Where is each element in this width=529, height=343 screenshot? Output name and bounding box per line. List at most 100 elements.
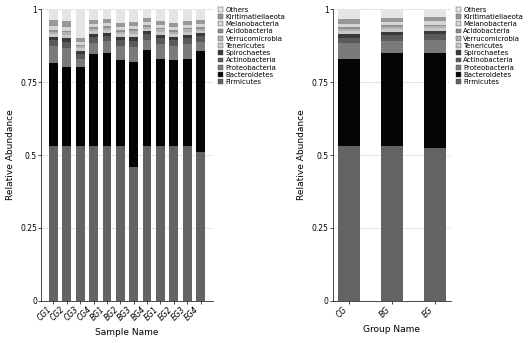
Bar <box>156 38 165 44</box>
Bar <box>169 23 178 27</box>
Legend: Others, Kiritimatiellaeota, Melanobacteria, Acidobacteria, Verrucomicrobia, Tene: Others, Kiritimatiellaeota, Melanobacter… <box>218 7 285 85</box>
Bar <box>156 28 165 29</box>
Bar <box>381 25 403 27</box>
X-axis label: Group Name: Group Name <box>363 325 421 334</box>
Bar <box>169 60 178 146</box>
Bar <box>62 32 71 35</box>
Bar <box>169 9 178 23</box>
Bar <box>116 34 125 37</box>
Bar <box>76 42 85 45</box>
Bar <box>338 38 360 44</box>
Bar <box>89 20 98 24</box>
Legend: Others, Kiritimatiellaeota, Melanobacteria, Acidobacteria, Verrucomicrobia, Tene: Others, Kiritimatiellaeota, Melanobacter… <box>455 7 523 85</box>
Bar <box>143 40 151 50</box>
Bar <box>338 31 360 34</box>
Bar <box>381 22 403 25</box>
Bar <box>381 35 403 41</box>
Bar <box>156 35 165 38</box>
Bar <box>116 60 125 146</box>
Bar <box>116 27 125 30</box>
Bar <box>116 40 125 46</box>
Bar <box>129 22 138 26</box>
Bar <box>103 41 111 53</box>
Bar <box>338 29 360 31</box>
Bar <box>424 17 445 21</box>
Bar <box>169 32 178 34</box>
Bar <box>338 34 360 38</box>
Y-axis label: Relative Abundance: Relative Abundance <box>297 110 306 200</box>
Bar <box>169 46 178 60</box>
Bar <box>183 25 191 28</box>
Bar <box>381 9 403 18</box>
Bar <box>424 28 445 31</box>
Bar <box>89 9 98 20</box>
Bar <box>62 9 71 21</box>
Bar <box>381 32 403 35</box>
Bar <box>49 40 58 46</box>
Bar <box>129 167 138 301</box>
Bar <box>424 26 445 28</box>
Bar <box>183 9 191 21</box>
Bar <box>116 9 125 23</box>
Bar <box>49 34 58 37</box>
Bar <box>76 45 85 46</box>
Bar <box>49 146 58 301</box>
Bar <box>76 146 85 301</box>
Bar <box>116 146 125 301</box>
Bar <box>143 146 151 301</box>
Bar <box>183 29 191 32</box>
Bar <box>381 27 403 29</box>
Bar <box>156 146 165 301</box>
Bar <box>103 30 111 33</box>
Bar <box>424 40 445 53</box>
Bar <box>183 59 191 146</box>
Bar <box>169 30 178 32</box>
Bar <box>76 38 85 42</box>
Bar <box>103 36 111 41</box>
Bar <box>129 37 138 40</box>
Bar <box>62 26 71 31</box>
Bar <box>169 34 178 37</box>
Bar <box>76 9 85 38</box>
Bar <box>89 37 98 43</box>
Bar <box>381 18 403 22</box>
Bar <box>103 33 111 36</box>
Bar <box>338 59 360 146</box>
Bar <box>143 26 151 28</box>
Bar <box>156 29 165 32</box>
X-axis label: Sample Name: Sample Name <box>95 329 159 338</box>
Bar <box>116 37 125 40</box>
Y-axis label: Relative Abundance: Relative Abundance <box>6 110 15 200</box>
Bar <box>62 68 71 146</box>
Bar <box>49 32 58 34</box>
Bar <box>196 51 205 152</box>
Bar <box>338 24 360 27</box>
Bar <box>62 21 71 26</box>
Bar <box>89 54 98 146</box>
Bar <box>89 27 98 29</box>
Bar <box>62 35 71 38</box>
Bar <box>196 152 205 301</box>
Bar <box>89 146 98 301</box>
Bar <box>424 34 445 40</box>
Bar <box>183 28 191 29</box>
Bar <box>196 42 205 51</box>
Bar <box>103 28 111 30</box>
Bar <box>196 31 205 33</box>
Bar <box>183 35 191 38</box>
Bar <box>338 19 360 24</box>
Bar <box>196 36 205 42</box>
Bar <box>129 62 138 167</box>
Bar <box>103 146 111 301</box>
Bar <box>156 9 165 21</box>
Bar <box>169 27 178 30</box>
Bar <box>116 30 125 32</box>
Bar <box>49 37 58 40</box>
Bar <box>49 21 58 26</box>
Bar <box>89 34 98 37</box>
Bar <box>196 20 205 24</box>
Bar <box>424 31 445 34</box>
Bar <box>338 27 360 29</box>
Bar <box>196 27 205 28</box>
Bar <box>129 31 138 34</box>
